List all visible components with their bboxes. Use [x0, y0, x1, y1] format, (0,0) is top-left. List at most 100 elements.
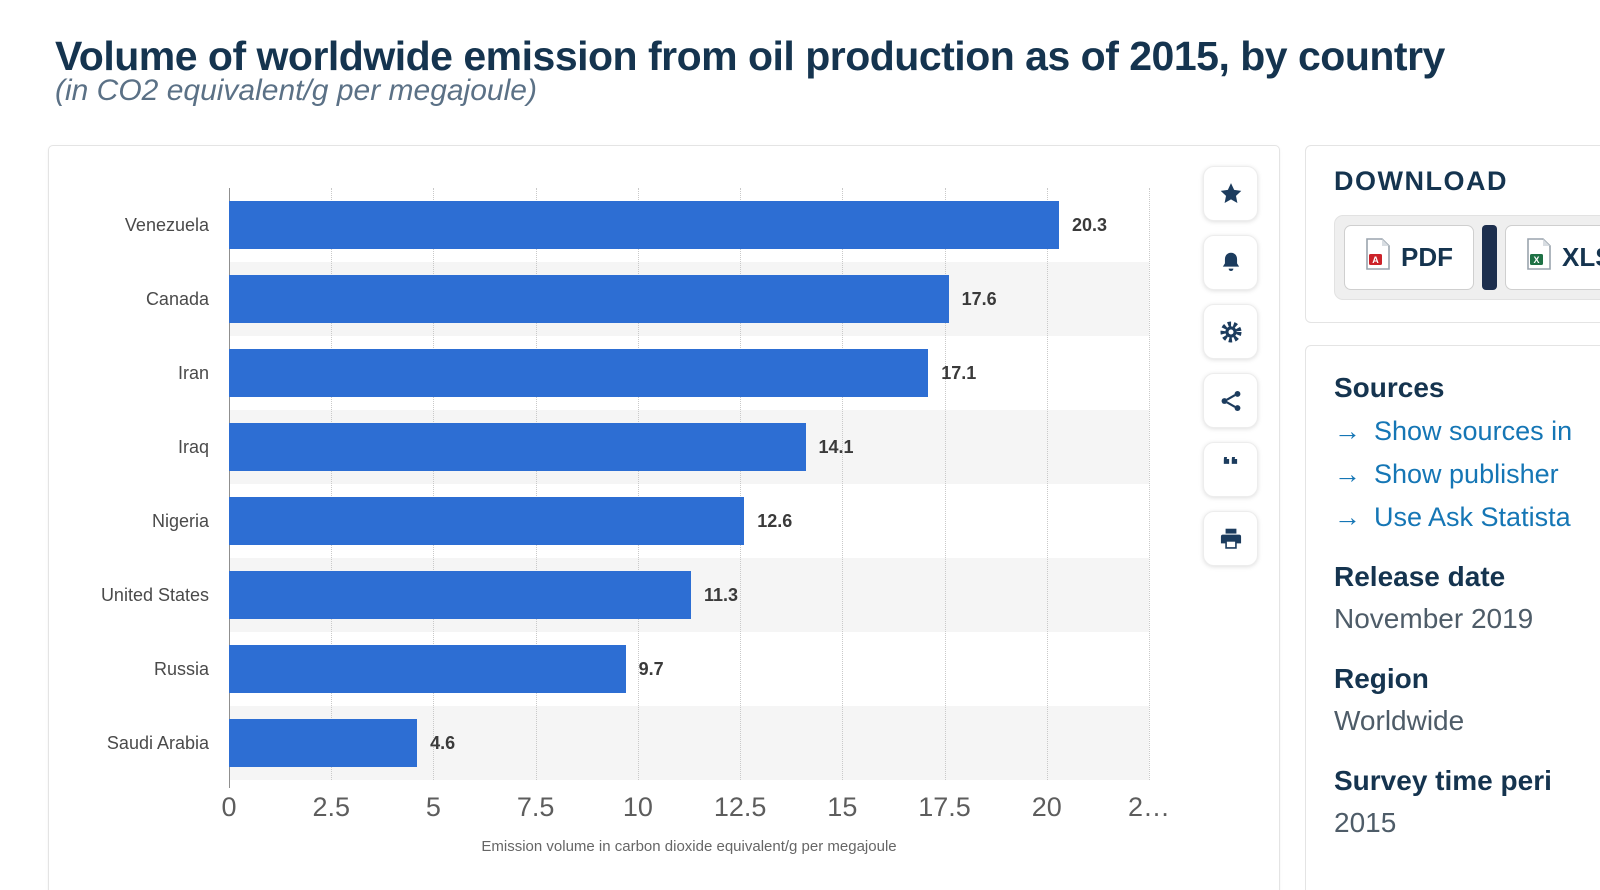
chart-row: Venezuela 20.3: [49, 188, 1279, 262]
region-label: Region: [1334, 663, 1429, 694]
bar-chart: Venezuela 20.3 Canada 17.6 Iran 17.1 Iraq 14.1 N…: [49, 188, 1279, 788]
show-sources-link[interactable]: → Show sources in: [1334, 416, 1600, 447]
download-button-group: A PDF X XLS: [1334, 215, 1600, 300]
statistic-info-panel: Sources → Show sources in → Show publish…: [1305, 345, 1600, 890]
x-tick-label: 12.5: [713, 792, 767, 822]
bar-value-label: 4.6: [430, 732, 456, 753]
chart-row: Canada 17.6: [49, 262, 1279, 336]
show-sources-link-label: Show sources in: [1374, 416, 1573, 446]
download-pdf-button[interactable]: A PDF: [1344, 225, 1474, 290]
chart-row: Nigeria 12.6: [49, 484, 1279, 558]
svg-text:X: X: [1533, 255, 1539, 265]
category-label: Venezuela: [124, 214, 209, 235]
bar-value-label: 20.3: [1072, 214, 1108, 235]
x-axis-title: Emission volume in carbon dioxide equiva…: [481, 838, 897, 855]
x-tick-label: 15: [827, 792, 858, 822]
category-label: Saudi Arabia: [106, 732, 209, 753]
alert-button[interactable]: [1203, 235, 1258, 290]
svg-text:A: A: [1372, 255, 1379, 265]
xls-file-icon: X: [1526, 238, 1552, 277]
bell-icon: [1218, 250, 1244, 276]
x-tick-label: 0: [221, 792, 237, 822]
download-xls-button[interactable]: X XLS: [1505, 225, 1600, 290]
release-date-label: Release date: [1334, 561, 1506, 592]
ask-statista-link-label: Use Ask Statista: [1374, 502, 1571, 532]
bar-track: 12.6: [229, 484, 1149, 558]
release-date-value: November 2019: [1334, 603, 1534, 634]
cite-button[interactable]: “: [1203, 442, 1258, 497]
download-heading: DOWNLOAD: [1334, 166, 1508, 196]
download-panel: DOWNLOAD A PDF X XLS: [1305, 145, 1600, 323]
x-tick-label: 2…: [1127, 792, 1171, 822]
x-axis: 0 2.5 5 7.5 10 12.5 15 17.5 20 2…: [221, 792, 1170, 834]
x-tick-label: 2.5: [312, 792, 350, 822]
category-label: Russia: [153, 658, 209, 679]
chart-rows: Venezuela 20.3 Canada 17.6 Iran 17.1 Iraq 14.1 N…: [49, 188, 1279, 780]
xls-button-label: XLS: [1562, 242, 1600, 272]
bar-value-label: 14.1: [818, 436, 854, 457]
survey-period-value: 2015: [1334, 807, 1397, 838]
arrow-right-icon: →: [1334, 459, 1361, 489]
chart-toolbar: “: [1203, 166, 1258, 566]
bar-value-label: 9.7: [638, 658, 664, 679]
x-tick-label: 7.5: [516, 792, 555, 822]
bar: [229, 349, 929, 397]
pdf-button-label: PDF: [1401, 242, 1453, 272]
bar-track: 17.6: [229, 262, 1149, 336]
chart-row: Russia 9.7: [49, 632, 1279, 706]
chart-row: Iran 17.1: [49, 336, 1279, 410]
quote-icon: “: [1221, 456, 1240, 483]
ask-statista-link[interactable]: → Use Ask Statista: [1334, 502, 1600, 533]
page-subtitle: (in CO2 equivalent/g per megajoule): [55, 74, 537, 107]
bar-track: 20.3: [229, 188, 1149, 262]
bar: [229, 497, 745, 545]
bar: [229, 275, 949, 323]
share-button[interactable]: [1203, 373, 1258, 428]
arrow-right-icon: →: [1334, 416, 1361, 446]
arrow-right-icon: →: [1334, 502, 1361, 532]
category-label: Iraq: [177, 436, 209, 457]
survey-period-label: Survey time peri: [1334, 765, 1552, 796]
print-icon: [1218, 526, 1244, 552]
bar: [229, 423, 806, 471]
x-tick-label: 10: [622, 792, 653, 822]
chart-row: United States 11.3: [49, 558, 1279, 632]
bar: [229, 201, 1060, 249]
category-label: United States: [100, 584, 209, 605]
show-publisher-link-label: Show publisher: [1374, 459, 1559, 489]
bar: [229, 645, 626, 693]
category-label: Iran: [177, 362, 209, 383]
bar-track: 14.1: [229, 410, 1149, 484]
bar-value-label: 11.3: [704, 584, 739, 605]
bar-track: 17.1: [229, 336, 1149, 410]
print-button[interactable]: [1203, 511, 1258, 566]
gear-icon: [1218, 319, 1244, 345]
region-value: Worldwide: [1334, 705, 1465, 736]
bar-value-label: 12.6: [757, 510, 793, 531]
bar-value-label: 17.6: [961, 288, 997, 309]
show-publisher-link[interactable]: → Show publisher: [1334, 459, 1600, 490]
x-tick-label: 20: [1031, 792, 1062, 822]
x-tick-label: 5: [425, 792, 441, 822]
category-label: Nigeria: [151, 510, 209, 531]
bar-track: 9.7: [229, 632, 1149, 706]
bar-value-label: 17.1: [941, 362, 977, 383]
pdf-file-icon: A: [1365, 238, 1391, 277]
category-label: Canada: [145, 288, 209, 309]
share-icon: [1218, 388, 1244, 414]
chart-row: Iraq 14.1: [49, 410, 1279, 484]
chart-card: Venezuela 20.3 Canada 17.6 Iran 17.1 Iraq 14.1 N…: [48, 145, 1280, 890]
chart-row: Saudi Arabia 4.6: [49, 706, 1279, 780]
settings-button[interactable]: [1203, 304, 1258, 359]
sources-heading: Sources: [1334, 372, 1445, 403]
star-icon: [1218, 181, 1244, 207]
bar: [229, 571, 692, 619]
favorite-button[interactable]: [1203, 166, 1258, 221]
bar-track: 11.3: [229, 558, 1149, 632]
download-divider: [1482, 225, 1497, 290]
bar: [229, 719, 418, 767]
page-title: Volume of worldwide emission from oil pr…: [55, 33, 1445, 80]
bar-track: 4.6: [229, 706, 1149, 780]
x-tick-label: 17.5: [918, 792, 971, 822]
